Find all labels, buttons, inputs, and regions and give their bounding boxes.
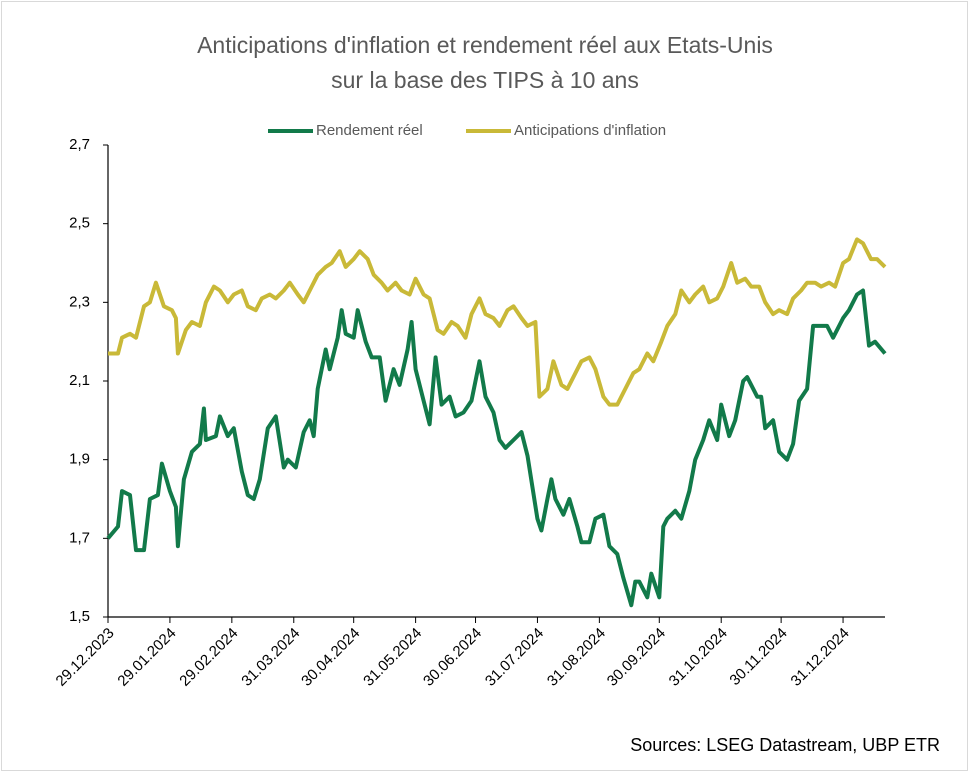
legend-label: Rendement réel (316, 122, 423, 139)
y-tick-label: 2,7 (69, 136, 90, 153)
y-tick-label: 2,1 (69, 372, 90, 389)
y-tick-label: 1,5 (69, 608, 90, 625)
chart-title: sur la base des TIPS à 10 ans (331, 67, 639, 93)
legend-label: Anticipations d'inflation (514, 122, 666, 139)
chart-title: Anticipations d'inflation et rendement r… (197, 32, 773, 58)
y-tick-label: 1,9 (69, 451, 90, 468)
line-series (106, 288, 887, 608)
line-series (108, 237, 887, 407)
y-tick-label: 2,3 (69, 293, 90, 310)
y-tick-label: 1,7 (69, 529, 90, 546)
y-tick-label: 2,5 (69, 215, 90, 232)
source-note: Sources: LSEG Datastream, UBP ETR (630, 735, 940, 755)
